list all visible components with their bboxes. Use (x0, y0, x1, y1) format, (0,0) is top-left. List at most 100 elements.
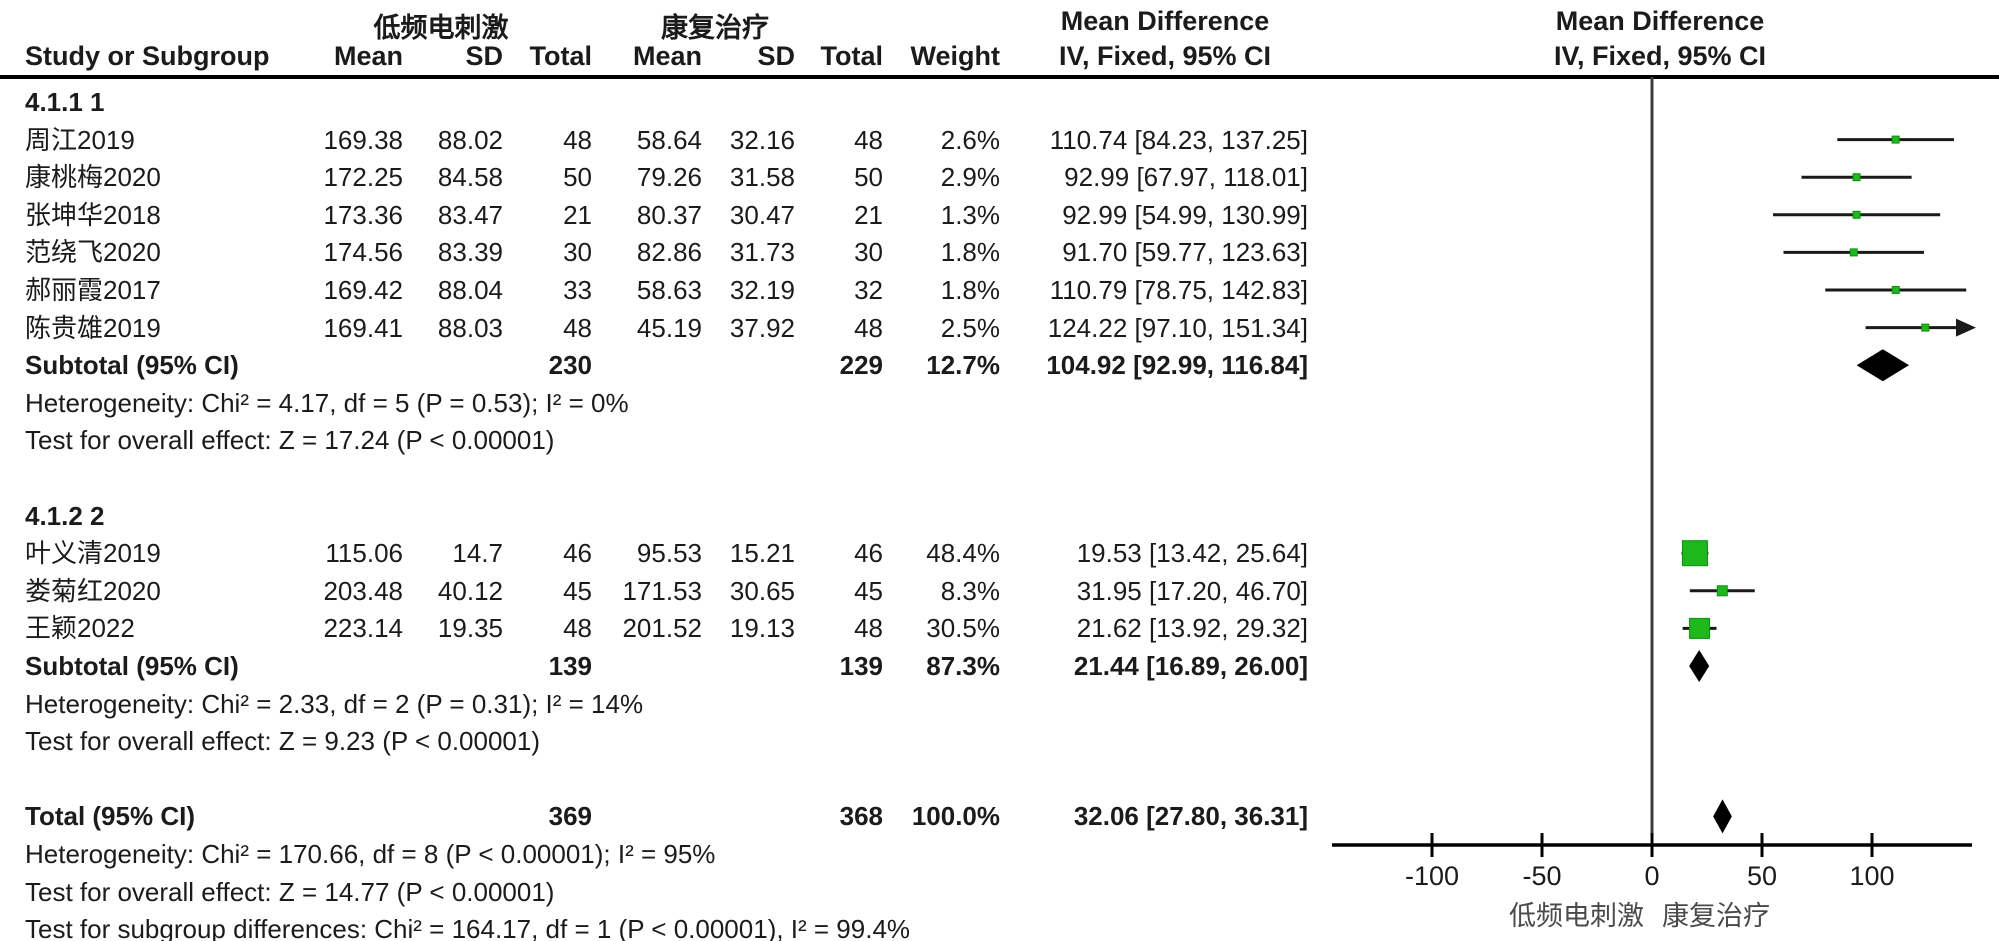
total2-cell: 32 (854, 275, 883, 305)
total2-cell: 368 (839, 801, 883, 832)
col-header-mean2: Mean (632, 41, 702, 71)
total2-cell: 48 (854, 312, 883, 343)
study-name: 郝丽霞2017 (25, 275, 161, 305)
weight-cell: 8.3% (940, 575, 1000, 606)
sd1-cell: 40.12 (437, 575, 503, 606)
table-row: Heterogeneity: Chi² = 170.66, df = 8 (P … (0, 835, 1999, 873)
total1-cell: 48 (563, 613, 592, 644)
sd2-cell: 32.19 (729, 275, 795, 305)
total-label: Total (95% CI) (25, 801, 195, 832)
plot-md-subtitle: IV, Fixed, 95% CI (1553, 41, 1767, 71)
total1-cell: 45 (563, 575, 592, 606)
stats-line: Test for overall effect: Z = 9.23 (P < 0… (25, 726, 540, 757)
table-row: 周江2019 169.38 88.02 48 58.64 32.16 48 2.6% 110.7… (0, 121, 1999, 159)
header-rule (0, 75, 1999, 79)
mean1-cell: 223.14 (323, 613, 403, 644)
weight-cell: 87.3% (926, 651, 1000, 681)
mean2-cell: 58.64 (636, 124, 702, 155)
sd2-cell: 37.92 (729, 312, 795, 343)
md-column-subtitle: IV, Fixed, 95% CI (1058, 41, 1272, 71)
subtotal-label: Subtotal (95% CI) (25, 350, 239, 381)
ci-text-cell: 21.62 [13.92, 29.32] (1076, 613, 1308, 644)
sd1-cell: 19.35 (437, 613, 503, 644)
group1-header: 低频电刺激 (373, 13, 509, 43)
ci-text-cell: 31.95 [17.20, 46.70] (1076, 575, 1308, 606)
sd1-cell: 14.7 (452, 538, 503, 569)
table-row: 范绕飞2020 174.56 83.39 30 82.86 31.73 30 1.8% 91.7… (0, 233, 1999, 271)
table-row: 王颖2022 223.14 19.35 48 201.52 19.13 48 30.5% 21.… (0, 609, 1999, 647)
total2-cell: 45 (854, 575, 883, 606)
table-row: Subtotal (95% CI) 139 139 87.3% 21.44 [16.89… (0, 647, 1999, 685)
weight-cell: 1.8% (940, 237, 1000, 268)
sd2-cell: 19.13 (729, 613, 795, 644)
sd1-cell: 88.04 (437, 275, 503, 305)
mean2-cell: 201.52 (622, 613, 702, 644)
stats-line: Heterogeneity: Chi² = 170.66, df = 8 (P … (25, 839, 716, 869)
ci-text-cell: 21.44 [16.89, 26.00] (1073, 651, 1308, 681)
weight-cell: 2.5% (940, 312, 1000, 343)
mean1-cell: 203.48 (323, 575, 403, 606)
ci-text-cell: 91.70 [59.77, 123.63] (1062, 237, 1308, 268)
mean2-cell: 80.37 (636, 199, 702, 230)
weight-cell: 1.8% (940, 275, 1000, 305)
sd2-cell: 15.21 (729, 538, 795, 569)
ci-text-cell: 110.74 [84.23, 137.25] (1049, 124, 1308, 155)
mean1-cell: 115.06 (325, 538, 403, 569)
mean2-cell: 95.53 (636, 538, 702, 569)
total1-cell: 33 (563, 275, 592, 305)
total1-cell: 48 (563, 312, 592, 343)
mean2-cell: 58.63 (636, 275, 702, 305)
table-row: Test for overall effect: Z = 14.77 (P < … (0, 873, 1999, 911)
table-row: Total (95% CI) 369 368 100.0% 32.06 [27.80, … (0, 797, 1999, 835)
table-row: Heterogeneity: Chi² = 2.33, df = 2 (P = … (0, 685, 1999, 723)
col-header-sd2: SD (757, 41, 795, 71)
weight-cell: 2.6% (940, 124, 1000, 155)
sd1-cell: 88.03 (437, 312, 503, 343)
mean2-cell: 79.26 (636, 162, 702, 193)
table-row: 张坤华2018 173.36 83.47 21 80.37 30.47 21 1.3% 92.9… (0, 196, 1999, 234)
total2-cell: 21 (854, 199, 883, 230)
plot-md-title: Mean Difference (1555, 6, 1765, 36)
mean2-cell: 45.19 (636, 312, 702, 343)
study-name: 王颖2022 (25, 613, 135, 644)
study-name: 康桃梅2020 (25, 162, 161, 193)
subtotal-label: Subtotal (95% CI) (25, 651, 239, 681)
sd2-cell: 32.16 (729, 124, 795, 155)
stats-line: Heterogeneity: Chi² = 2.33, df = 2 (P = … (25, 688, 644, 719)
mean1-cell: 173.36 (323, 199, 403, 230)
total1-cell: 50 (563, 162, 592, 193)
total1-cell: 369 (548, 801, 592, 832)
total2-cell: 139 (839, 651, 883, 681)
mean1-cell: 169.38 (323, 124, 403, 155)
subgroup-title: 4.1.1 1 (25, 87, 105, 117)
sd2-cell: 30.65 (729, 575, 795, 606)
table-row: Subtotal (95% CI) 230 229 12.7% 104.92 [92.9… (0, 346, 1999, 384)
total2-cell: 48 (854, 613, 883, 644)
weight-cell: 12.7% (926, 350, 1000, 381)
stats-line: Test for overall effect: Z = 17.24 (P < … (25, 425, 555, 456)
study-name: 张坤华2018 (25, 199, 161, 230)
ci-text-cell: 19.53 [13.42, 25.64] (1076, 538, 1308, 569)
sd2-cell: 30.47 (729, 199, 795, 230)
total2-cell: 229 (839, 350, 883, 381)
study-name: 范绕飞2020 (25, 237, 161, 268)
weight-cell: 1.3% (940, 199, 1000, 230)
sd1-cell: 84.58 (437, 162, 503, 193)
ci-text-cell: 32.06 [27.80, 36.31] (1073, 801, 1308, 832)
md-column-title: Mean Difference (1060, 6, 1270, 36)
study-name: 叶义清2019 (25, 538, 161, 569)
ci-text-cell: 92.99 [54.99, 130.99] (1062, 199, 1308, 230)
ci-text-cell: 110.79 [78.75, 142.83] (1049, 275, 1308, 305)
table-row: 4.1.2 2 (0, 497, 1999, 535)
table-row: Test for overall effect: Z = 9.23 (P < 0… (0, 722, 1999, 760)
total1-cell: 46 (563, 538, 592, 569)
table-row: 4.1.1 1 (0, 83, 1999, 121)
total1-cell: 139 (548, 651, 592, 681)
table-row: Test for overall effect: Z = 17.24 (P < … (0, 421, 1999, 459)
mean2-cell: 171.53 (622, 575, 702, 606)
table-row: Test for subgroup differences: Chi² = 16… (0, 910, 1999, 941)
total1-cell: 21 (563, 199, 592, 230)
sd1-cell: 83.39 (437, 237, 503, 268)
table-row: 郝丽霞2017 169.42 88.04 33 58.63 32.19 32 1.8% 110.… (0, 271, 1999, 309)
